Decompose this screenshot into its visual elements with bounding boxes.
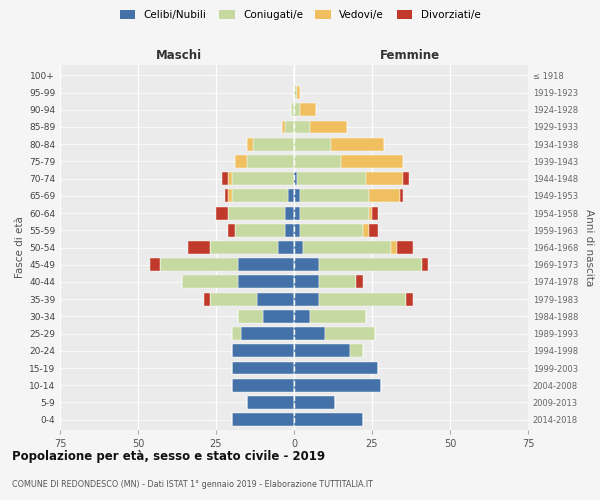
Bar bbox=[281, 120, 284, 134]
Bar bbox=[232, 379, 294, 392]
Bar bbox=[294, 310, 310, 323]
Bar bbox=[210, 292, 257, 306]
Bar bbox=[319, 258, 422, 271]
Bar bbox=[300, 190, 369, 202]
Bar bbox=[238, 258, 294, 271]
Bar bbox=[235, 224, 284, 236]
Y-axis label: Fasce di età: Fasce di età bbox=[15, 216, 25, 278]
Bar bbox=[241, 327, 294, 340]
Bar bbox=[229, 190, 232, 202]
Bar bbox=[182, 276, 238, 288]
Bar bbox=[284, 120, 294, 134]
Bar bbox=[300, 206, 369, 220]
Bar bbox=[300, 104, 316, 116]
Bar bbox=[247, 138, 253, 150]
Text: COMUNE DI REDONDESCO (MN) - Dati ISTAT 1° gennaio 2019 - Elaborazione TUTTITALIA: COMUNE DI REDONDESCO (MN) - Dati ISTAT 1… bbox=[12, 480, 373, 489]
Bar bbox=[369, 206, 372, 220]
Bar bbox=[294, 276, 319, 288]
Bar bbox=[294, 379, 382, 392]
Bar bbox=[294, 206, 300, 220]
Bar bbox=[294, 104, 300, 116]
Bar bbox=[257, 292, 294, 306]
Bar bbox=[300, 224, 362, 236]
Bar bbox=[372, 206, 378, 220]
Bar bbox=[294, 120, 310, 134]
Bar bbox=[288, 190, 294, 202]
Bar bbox=[350, 344, 362, 358]
Bar bbox=[188, 241, 210, 254]
Bar bbox=[263, 310, 294, 323]
Bar bbox=[319, 292, 406, 306]
Bar bbox=[284, 224, 294, 236]
Bar bbox=[310, 120, 347, 134]
Text: Femmine: Femmine bbox=[379, 48, 440, 62]
Bar bbox=[297, 86, 300, 99]
Bar bbox=[400, 190, 403, 202]
Bar bbox=[319, 276, 356, 288]
Bar bbox=[160, 258, 238, 271]
Bar bbox=[294, 224, 300, 236]
Bar bbox=[294, 327, 325, 340]
Bar bbox=[235, 155, 247, 168]
Bar bbox=[232, 344, 294, 358]
Bar bbox=[356, 276, 362, 288]
Bar bbox=[294, 344, 350, 358]
Legend: Celibi/Nubili, Coniugati/e, Vedovi/e, Divorziati/e: Celibi/Nubili, Coniugati/e, Vedovi/e, Di… bbox=[118, 8, 482, 22]
Bar bbox=[391, 241, 397, 254]
Bar bbox=[229, 206, 284, 220]
Bar bbox=[294, 413, 362, 426]
Bar bbox=[232, 327, 241, 340]
Bar bbox=[406, 292, 413, 306]
Bar bbox=[397, 241, 413, 254]
Bar bbox=[294, 155, 341, 168]
Bar bbox=[294, 138, 331, 150]
Bar bbox=[294, 172, 297, 185]
Bar bbox=[366, 172, 403, 185]
Bar bbox=[238, 276, 294, 288]
Bar bbox=[247, 396, 294, 409]
Bar bbox=[232, 172, 294, 185]
Bar bbox=[422, 258, 428, 271]
Bar bbox=[238, 310, 263, 323]
Bar bbox=[151, 258, 160, 271]
Bar bbox=[294, 190, 300, 202]
Bar bbox=[369, 190, 400, 202]
Bar bbox=[210, 241, 278, 254]
Bar bbox=[304, 241, 391, 254]
Bar bbox=[291, 104, 294, 116]
Bar bbox=[278, 241, 294, 254]
Bar bbox=[294, 241, 304, 254]
Bar bbox=[253, 138, 294, 150]
Text: Maschi: Maschi bbox=[155, 48, 202, 62]
Bar bbox=[284, 206, 294, 220]
Bar bbox=[232, 413, 294, 426]
Bar bbox=[232, 190, 288, 202]
Bar bbox=[294, 258, 319, 271]
Bar bbox=[341, 155, 403, 168]
Bar bbox=[369, 224, 378, 236]
Bar bbox=[226, 190, 229, 202]
Bar bbox=[310, 310, 366, 323]
Bar bbox=[203, 292, 210, 306]
Bar bbox=[294, 292, 319, 306]
Bar bbox=[294, 86, 297, 99]
Bar bbox=[229, 172, 232, 185]
Bar bbox=[247, 155, 294, 168]
Bar bbox=[403, 172, 409, 185]
Bar bbox=[362, 224, 369, 236]
Y-axis label: Anni di nascita: Anni di nascita bbox=[584, 209, 594, 286]
Bar bbox=[294, 396, 335, 409]
Bar bbox=[331, 138, 385, 150]
Bar bbox=[229, 224, 235, 236]
Bar bbox=[222, 172, 229, 185]
Bar bbox=[232, 362, 294, 374]
Bar bbox=[297, 172, 366, 185]
Bar bbox=[216, 206, 229, 220]
Bar bbox=[294, 362, 378, 374]
Text: Popolazione per età, sesso e stato civile - 2019: Popolazione per età, sesso e stato civil… bbox=[12, 450, 325, 463]
Bar bbox=[325, 327, 375, 340]
